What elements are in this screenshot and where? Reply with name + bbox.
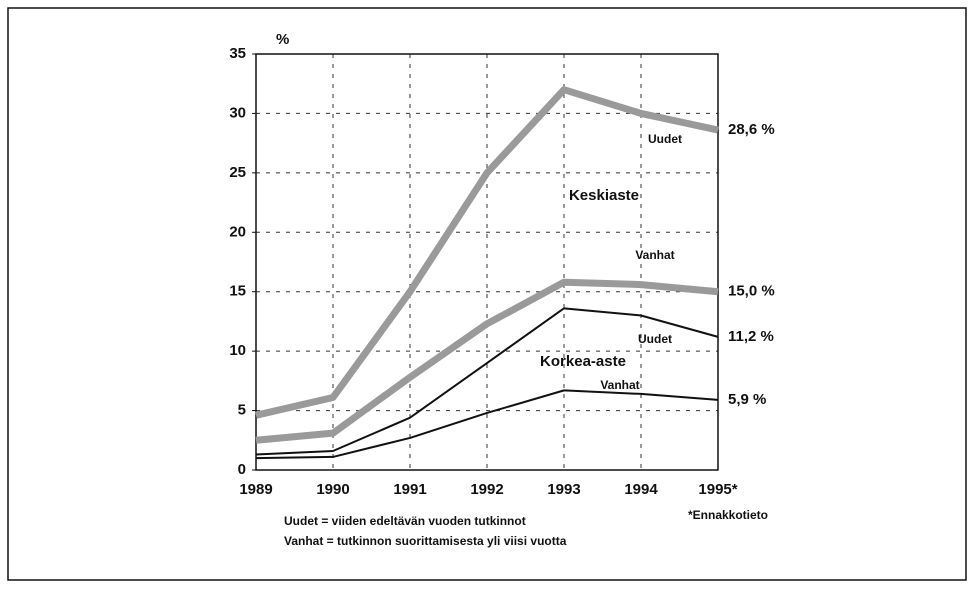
group-label: Korkea-aste bbox=[540, 353, 626, 370]
value-label: 28,6 % bbox=[728, 121, 775, 138]
series-label: Vanhat bbox=[600, 378, 639, 392]
x-tick-label: 1993 bbox=[547, 481, 580, 498]
y-tick-label: 35 bbox=[229, 45, 246, 62]
x-tick-label: 1991 bbox=[393, 481, 426, 498]
line bbox=[255, 307, 719, 456]
footnote: *Ennakkotieto bbox=[688, 508, 768, 522]
x-tick-label: 1992 bbox=[470, 481, 503, 498]
note: Vanhat = tutkinnon suorittamisesta yli v… bbox=[284, 534, 567, 548]
frame bbox=[7, 7, 967, 581]
plot-frame bbox=[255, 53, 719, 471]
y-tick-label: 20 bbox=[229, 223, 246, 240]
x-tick-label: 1989 bbox=[239, 481, 272, 498]
x-tick-label: 1990 bbox=[316, 481, 349, 498]
y-tick-label: 10 bbox=[229, 342, 246, 359]
note: Uudet = viiden edeltävän vuoden tutkinno… bbox=[284, 514, 526, 528]
line bbox=[255, 389, 719, 460]
group-label: Keskiaste bbox=[569, 187, 639, 204]
x-tick-label: 1995* bbox=[698, 481, 737, 498]
y-tick-label: 15 bbox=[229, 283, 246, 300]
line bbox=[255, 278, 719, 444]
y-unit: % bbox=[276, 31, 289, 48]
series-label: Uudet bbox=[648, 132, 682, 146]
y-tick-label: 5 bbox=[238, 402, 246, 419]
series-label: Vanhat bbox=[635, 248, 674, 262]
series-label: Uudet bbox=[638, 332, 672, 346]
line bbox=[255, 86, 719, 419]
y-tick-label: 0 bbox=[238, 461, 246, 478]
value-label: 11,2 % bbox=[728, 328, 774, 345]
value-label: 5,9 % bbox=[728, 391, 766, 408]
y-tick-label: 25 bbox=[229, 164, 246, 181]
x-tick-label: 1994 bbox=[624, 481, 658, 498]
value-label: 15,0 % bbox=[728, 283, 775, 300]
y-tick-label: 30 bbox=[229, 104, 246, 121]
